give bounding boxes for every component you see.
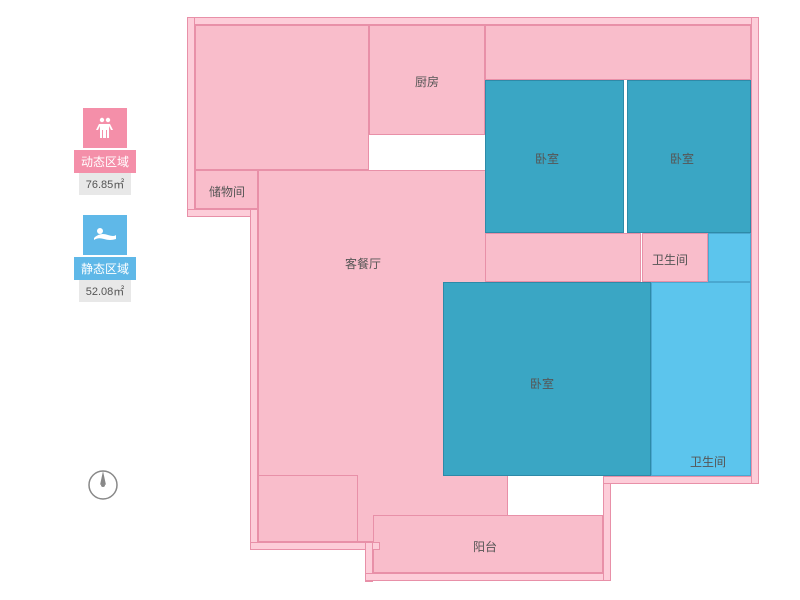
compass-icon [86,468,120,507]
wall-seg-3 [250,209,258,549]
wall-seg-9 [751,17,759,484]
room-label-bath2: 卫生间 [690,453,726,470]
room-label-bedroom3: 卧室 [530,375,554,392]
floorplan: 厨房客餐厅储物间卫生间阳台卧室卧室卧室卫生间 [195,25,760,585]
legend: 动态区域 76.85㎡ 静态区域 52.08㎡ [74,108,136,322]
room-label-bedroom1: 卧室 [535,150,559,167]
room-label-kitchen: 厨房 [415,73,439,90]
legend-dynamic: 动态区域 76.85㎡ [74,108,136,195]
legend-dynamic-label: 动态区域 [74,150,136,173]
room-bath2 [651,282,751,476]
legend-dynamic-value: 76.85㎡ [79,173,131,195]
wall-seg-1 [187,17,195,217]
room-label-bath1: 卫生间 [652,251,688,268]
room-top_strip [485,25,751,80]
legend-static: 静态区域 52.08㎡ [74,215,136,302]
room-label-living: 客餐厅 [345,255,381,272]
room-side1 [708,233,751,282]
room-corridor [485,233,641,282]
legend-static-value: 52.08㎡ [79,280,131,302]
wall-seg-8 [603,476,759,484]
dynamic-zone-icon [83,108,127,148]
wall-seg-4 [250,542,380,550]
room-hall_top [195,25,369,170]
room-label-balcony: 阳台 [473,538,497,555]
wall-seg-0 [187,17,759,25]
room-label-storage: 储物间 [209,183,245,200]
room-corner [258,475,358,542]
legend-static-label: 静态区域 [74,257,136,280]
room-label-bedroom2: 卧室 [670,150,694,167]
static-zone-icon [83,215,127,255]
wall-seg-7 [603,476,611,581]
wall-seg-6 [365,573,611,581]
wall-seg-2 [187,209,258,217]
